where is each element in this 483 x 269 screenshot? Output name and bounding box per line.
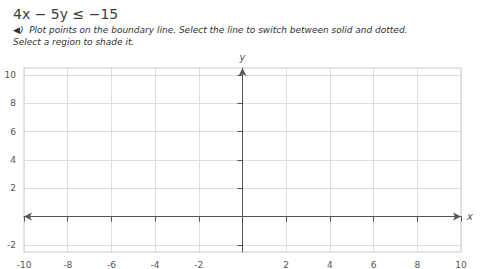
svg-text:-2: -2 [7, 240, 16, 250]
svg-text:-8: -8 [63, 260, 72, 269]
svg-text:6: 6 [371, 260, 377, 269]
svg-text:2: 2 [10, 183, 16, 193]
svg-text:-2: -2 [194, 260, 203, 269]
svg-text:-4: -4 [151, 260, 160, 269]
svg-text:Select a region to shade it.: Select a region to shade it. [13, 37, 134, 47]
svg-text:x: x [466, 211, 473, 222]
svg-text:10: 10 [455, 260, 467, 269]
svg-text:4: 4 [327, 260, 333, 269]
svg-text:4x − 5y ≤ −15: 4x − 5y ≤ −15 [13, 6, 118, 22]
svg-text:y: y [239, 52, 247, 63]
svg-text:-6: -6 [107, 260, 116, 269]
svg-text:8: 8 [414, 260, 420, 269]
svg-text:4: 4 [10, 155, 16, 165]
svg-text:2: 2 [283, 260, 289, 269]
svg-text:-10: -10 [17, 260, 32, 269]
svg-text:8: 8 [10, 98, 16, 108]
svg-text:◀︎) Plot points on the bounda: ◀︎) Plot points on the boundary line. Se… [13, 25, 407, 35]
svg-text:6: 6 [10, 127, 16, 137]
svg-text:10: 10 [5, 70, 17, 80]
